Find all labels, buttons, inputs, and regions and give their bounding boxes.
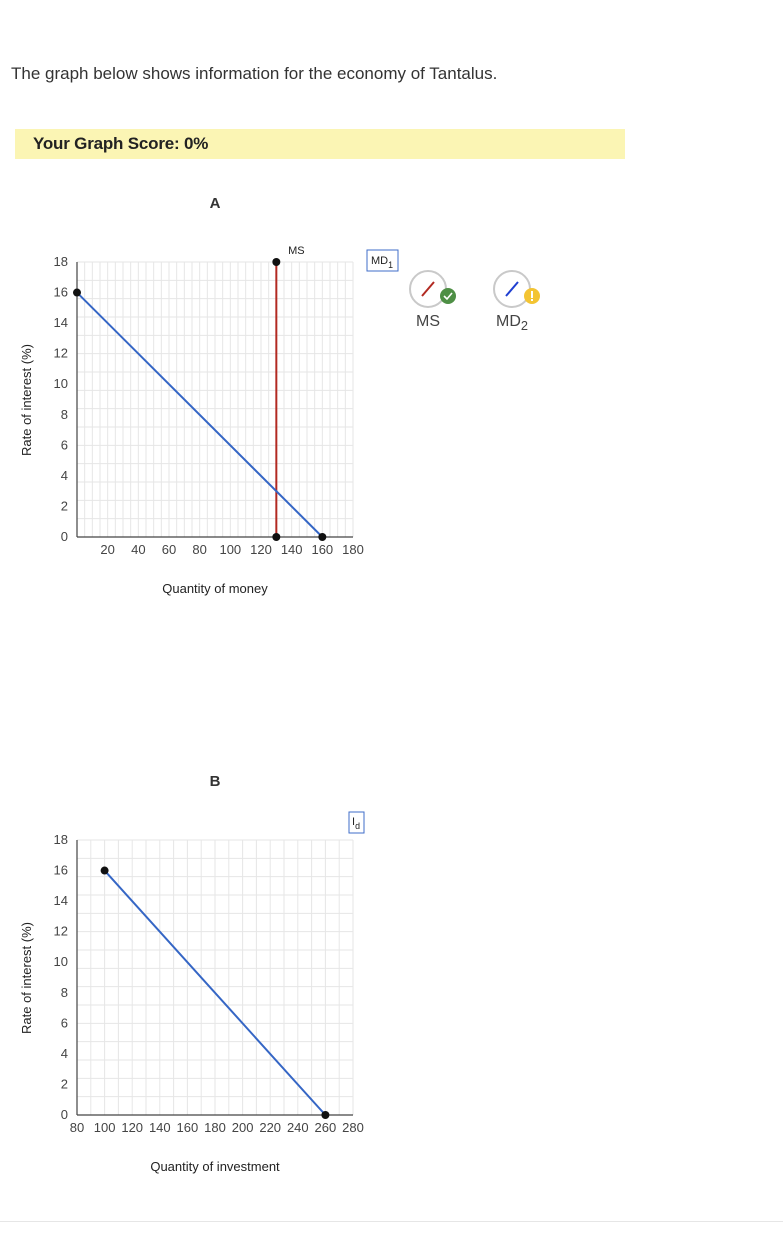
x-tick-label: 100 — [94, 1120, 116, 1135]
tool-md2[interactable]: MD2 — [493, 270, 540, 333]
y-tick-label: 10 — [54, 954, 68, 969]
warning-dot — [531, 299, 533, 301]
x-tick-label: 220 — [259, 1120, 281, 1135]
y-tick-label: 2 — [61, 1076, 68, 1091]
check-mark — [443, 292, 453, 301]
x-axis-title: Quantity of money — [162, 581, 268, 596]
y-tick-label: 6 — [61, 1015, 68, 1030]
check-badge — [440, 288, 456, 304]
y-tick-label: 18 — [54, 832, 68, 847]
id-label-box[interactable] — [348, 811, 365, 834]
y-tick-label: 8 — [61, 985, 68, 1000]
graph-panel-b[interactable]: 0 2 4 6 8 10 12 14 16 18 80 100 120 140 160 180 200 220 24… — [19, 773, 365, 1174]
curve-endpoint[interactable] — [73, 288, 81, 297]
x-tick-label: 180 — [342, 542, 364, 557]
y-axis-title: Rate of interest (%) — [19, 922, 34, 1034]
x-tick-label: 160 — [311, 542, 333, 557]
grid — [77, 261, 354, 537]
warning-bar — [531, 291, 533, 298]
x-tick-label: 20 — [100, 542, 114, 557]
bottom-divider — [0, 1221, 783, 1222]
curve-md1[interactable] — [76, 291, 324, 538]
x-tick-label: 40 — [131, 542, 145, 557]
x-tick-label: 120 — [121, 1120, 143, 1135]
panel-label: B — [210, 773, 221, 790]
intro-text: The graph below shows information for th… — [11, 64, 498, 83]
y-tick-label: 4 — [61, 1046, 68, 1061]
grid — [77, 839, 354, 1115]
x-tick-label: 80 — [70, 1120, 84, 1135]
x-tick-label: 180 — [204, 1120, 226, 1135]
tool-label: MS — [416, 313, 440, 330]
y-tick-label: 16 — [54, 863, 68, 878]
y-tick-label: 18 — [54, 254, 68, 269]
x-tick-label: 140 — [149, 1120, 171, 1135]
y-tick-label: 14 — [54, 315, 68, 330]
curve-endpoint[interactable] — [318, 533, 327, 541]
y-tick-label: 4 — [61, 468, 68, 483]
score-banner: Your Graph Score: 0% — [15, 129, 625, 159]
x-tick-label: 100 — [219, 542, 241, 557]
md1-curve-label: MD1 — [371, 255, 393, 270]
y-tick-label: 14 — [54, 893, 68, 908]
ms-curve-label: MS — [288, 245, 305, 257]
curve-endpoint[interactable] — [272, 258, 281, 266]
line-tool-icon — [421, 281, 435, 297]
y-axis-title: Rate of interest (%) — [19, 344, 34, 456]
graph-panel-a[interactable]: 0 2 4 6 8 10 12 14 16 18 20 40 60 80 100 120 140 160 180 Qu… — [19, 195, 399, 596]
x-tick-label: 140 — [281, 542, 303, 557]
curve-endpoint[interactable] — [100, 866, 109, 875]
x-tick-label: 200 — [232, 1120, 254, 1135]
x-tick-label: 280 — [342, 1120, 364, 1135]
x-axis-title: Quantity of investment — [150, 1159, 280, 1174]
y-tick-label: 16 — [54, 285, 68, 300]
check-icon — [440, 288, 456, 304]
y-tick-label: 0 — [61, 529, 68, 544]
x-tick-label: 260 — [315, 1120, 337, 1135]
x-tick-label: 60 — [162, 542, 176, 557]
panel-label: A — [210, 195, 221, 212]
y-tick-label: 12 — [54, 346, 68, 361]
y-tick-label: 2 — [61, 498, 68, 513]
md1-label-box[interactable] — [366, 249, 399, 272]
x-tick-label: 160 — [177, 1120, 199, 1135]
y-tick-label: 0 — [61, 1107, 68, 1122]
curve-id[interactable] — [103, 869, 327, 1116]
x-tick-label: 240 — [287, 1120, 309, 1135]
curve-endpoint[interactable] — [321, 1111, 330, 1119]
y-tick-label: 10 — [54, 376, 68, 391]
line-tool-icon — [505, 281, 519, 297]
y-tick-label: 12 — [54, 924, 68, 939]
warning-icon — [524, 288, 540, 304]
y-tick-label: 6 — [61, 437, 68, 452]
x-tick-label: 120 — [250, 542, 272, 557]
tool-ms[interactable]: MS — [409, 270, 456, 330]
tool-label: MD2 — [496, 313, 528, 333]
x-tick-label: 80 — [192, 542, 206, 557]
y-tick-label: 8 — [61, 407, 68, 422]
graph-score: Your Graph Score: 0% — [33, 134, 209, 153]
curve-endpoint[interactable] — [272, 533, 281, 541]
id-curve-label: Id — [352, 816, 360, 831]
